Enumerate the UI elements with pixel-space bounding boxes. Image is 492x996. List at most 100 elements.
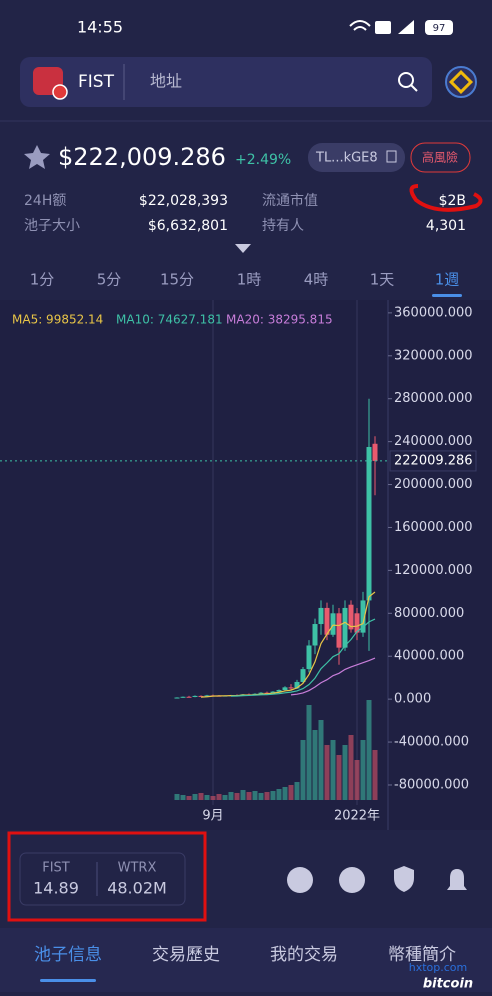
token-symbol: FIST: [78, 72, 115, 92]
candle-body: [336, 613, 342, 648]
y-tick-label: 240000.000: [394, 434, 473, 449]
volume-bar: [324, 745, 330, 800]
price-change: +2.49%: [235, 152, 291, 168]
volume-bar: [192, 794, 198, 800]
y-tick-label: 360000.000: [394, 305, 473, 320]
candle-body: [180, 696, 186, 698]
expand-arrow[interactable]: [235, 244, 251, 253]
bsc-icon[interactable]: [445, 66, 477, 98]
candle-body: [342, 607, 348, 648]
search-bar[interactable]: [20, 57, 432, 107]
timeframe-tab[interactable]: 1時: [237, 271, 262, 289]
share-icon[interactable]: [339, 867, 365, 893]
y-tick-label: 120000.000: [394, 563, 473, 578]
timeframe-tab[interactable]: 1天: [370, 271, 395, 289]
volume-bar: [186, 796, 192, 800]
tab[interactable]: 我的交易: [270, 945, 338, 965]
candle-body: [276, 690, 282, 692]
tab[interactable]: 池子信息: [34, 945, 102, 965]
ma-line: [290, 657, 376, 696]
volume-bar: [198, 793, 204, 800]
stat-value: $2B: [439, 193, 466, 209]
candle-body: [270, 691, 276, 694]
candlestick-chart: 360000.000 320000.000 280000.000 240000.000…: [0, 300, 477, 830]
timeframe-tab[interactable]: 1週: [435, 271, 460, 289]
candle-body: [198, 695, 204, 697]
candle-body: [360, 600, 366, 633]
active-indicator: [432, 294, 462, 297]
copy-icon[interactable]: [386, 150, 397, 163]
y-tick-label: 80000.000: [394, 606, 464, 621]
timeframe-tab[interactable]: 4時: [304, 271, 329, 289]
timeframe-tab[interactable]: 1分: [30, 271, 55, 289]
volume-bar: [282, 787, 288, 800]
pool-label: WTRX: [118, 861, 157, 876]
volume-bar: [204, 795, 210, 800]
volume-bar: [294, 782, 300, 800]
swap-icon[interactable]: [287, 867, 313, 893]
stat-label: 持有人: [262, 218, 304, 234]
stat-value: 4,301: [426, 218, 466, 234]
pool-value: 48.02M: [107, 879, 167, 898]
risk-pill[interactable]: [410, 142, 471, 173]
contract-address[interactable]: TL...kGE8: [315, 151, 378, 166]
active-tab-indicator: [40, 979, 96, 982]
y-tick-label: 40000.000: [394, 649, 464, 664]
candle-body: [258, 692, 264, 694]
stat-value: $22,028,393: [139, 193, 228, 209]
bell-icon[interactable]: [447, 869, 467, 890]
watermark-site: hxtop.com: [409, 961, 468, 974]
candle-body: [300, 669, 306, 682]
volume-bar: [240, 790, 246, 800]
pool-box: [19, 852, 186, 906]
candle-body: [348, 604, 354, 630]
search-icon[interactable]: [398, 72, 414, 88]
candle-body: [318, 607, 324, 625]
candle-body: [294, 681, 300, 689]
stat-value: $6,632,801: [148, 218, 228, 234]
tab[interactable]: 交易歷史: [152, 945, 220, 965]
legend-entry: MA5: 99852.14: [12, 313, 103, 327]
volume-bar: [264, 792, 270, 800]
y-tick-label: 320000.000: [394, 348, 473, 363]
favorite-star[interactable]: [24, 145, 50, 169]
annotation-box: [7, 831, 207, 922]
timeframe-tab[interactable]: 15分: [160, 271, 194, 289]
candle-body: [288, 687, 294, 689]
shield-icon[interactable]: [394, 866, 414, 892]
volume-bar: [270, 791, 276, 800]
address-pill[interactable]: [308, 143, 405, 172]
search-icon-handle: [410, 84, 418, 92]
watermark-brand: bitcoin: [423, 977, 473, 992]
candle-body: [186, 696, 192, 698]
y-tick-label: 200000.000: [394, 477, 473, 492]
candle-body: [204, 695, 210, 697]
candle-body: [306, 645, 312, 670]
candle-body: [312, 624, 318, 646]
volume-bar: [276, 789, 282, 800]
y-tick-label: 0.000: [394, 692, 431, 707]
current-price-label: 222009.286: [394, 453, 473, 468]
ma-line: [230, 618, 376, 697]
tab[interactable]: 幣種簡介: [388, 945, 456, 965]
candle-body: [372, 443, 378, 461]
y-tick-label: -80000.000: [394, 777, 469, 792]
stat-label: 流通市值: [262, 192, 318, 209]
tabs: 池子信息 交易歷史 我的交易 幣種簡介: [34, 945, 456, 982]
time: 14:55: [77, 18, 123, 37]
stat-label: 24H额: [24, 193, 66, 209]
search-placeholder[interactable]: 地址: [150, 72, 182, 91]
volume-bar: [366, 700, 372, 800]
timeframe-tab[interactable]: 5分: [97, 271, 122, 289]
pool-label: FIST: [42, 861, 70, 876]
risk-label: 高風險: [422, 150, 458, 165]
y-tick-label: -40000.000: [394, 735, 469, 750]
volume-bar: [258, 793, 264, 800]
volume-bar: [210, 796, 216, 800]
current-price-box: [389, 450, 477, 472]
candle-body: [192, 695, 198, 697]
legend-entry: MA10: 74627.181: [116, 313, 223, 327]
battery-icon: [425, 20, 453, 35]
y-tick-label: 160000.000: [394, 520, 473, 535]
